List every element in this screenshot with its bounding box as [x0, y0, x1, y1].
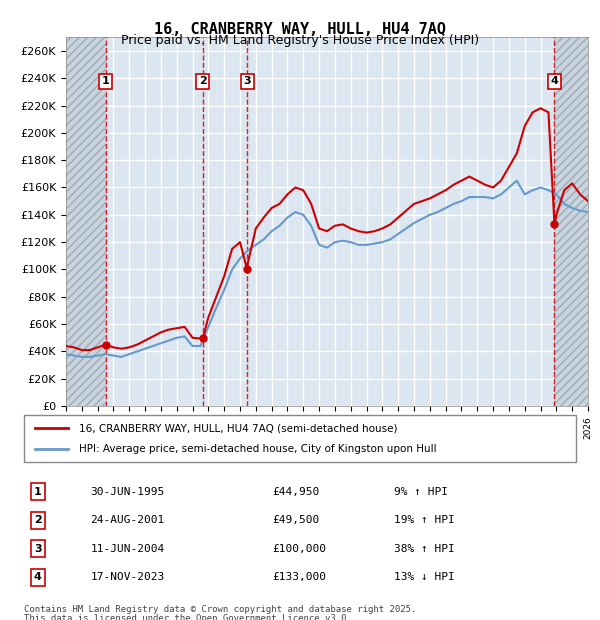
Bar — [66, 37, 106, 406]
Text: 2: 2 — [34, 515, 41, 525]
Text: Price paid vs. HM Land Registry's House Price Index (HPI): Price paid vs. HM Land Registry's House … — [121, 34, 479, 47]
Text: 3: 3 — [34, 544, 41, 554]
Text: 24-AUG-2001: 24-AUG-2001 — [90, 515, 164, 525]
FancyBboxPatch shape — [24, 415, 576, 462]
Text: 1: 1 — [34, 487, 41, 497]
Text: 11-JUN-2004: 11-JUN-2004 — [90, 544, 164, 554]
Text: 1: 1 — [101, 76, 109, 86]
Text: 4: 4 — [551, 76, 559, 86]
Text: £49,500: £49,500 — [272, 515, 320, 525]
Text: 4: 4 — [34, 572, 42, 582]
Text: Contains HM Land Registry data © Crown copyright and database right 2025.: Contains HM Land Registry data © Crown c… — [24, 604, 416, 614]
Text: 30-JUN-1995: 30-JUN-1995 — [90, 487, 164, 497]
Text: 19% ↑ HPI: 19% ↑ HPI — [394, 515, 455, 525]
Text: £100,000: £100,000 — [272, 544, 326, 554]
Text: 17-NOV-2023: 17-NOV-2023 — [90, 572, 164, 582]
Text: £133,000: £133,000 — [272, 572, 326, 582]
Text: 16, CRANBERRY WAY, HULL, HU4 7AQ (semi-detached house): 16, CRANBERRY WAY, HULL, HU4 7AQ (semi-d… — [79, 423, 398, 433]
Text: 9% ↑ HPI: 9% ↑ HPI — [394, 487, 448, 497]
Text: £44,950: £44,950 — [272, 487, 320, 497]
Text: 16, CRANBERRY WAY, HULL, HU4 7AQ: 16, CRANBERRY WAY, HULL, HU4 7AQ — [154, 22, 446, 37]
Text: 13% ↓ HPI: 13% ↓ HPI — [394, 572, 455, 582]
Text: This data is licensed under the Open Government Licence v3.0.: This data is licensed under the Open Gov… — [24, 614, 352, 620]
Text: 2: 2 — [199, 76, 207, 86]
Text: 3: 3 — [244, 76, 251, 86]
Bar — [554, 37, 588, 406]
Text: HPI: Average price, semi-detached house, City of Kingston upon Hull: HPI: Average price, semi-detached house,… — [79, 444, 437, 454]
Text: 38% ↑ HPI: 38% ↑ HPI — [394, 544, 455, 554]
